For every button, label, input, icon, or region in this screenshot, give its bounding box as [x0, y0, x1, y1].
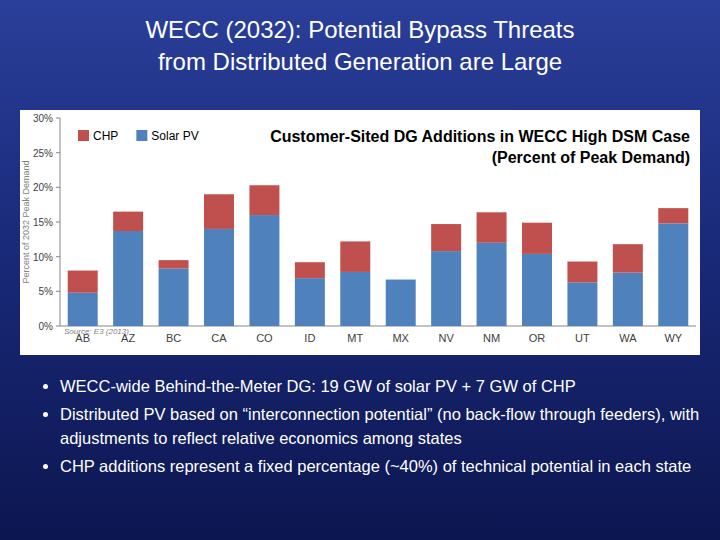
bar-segment [340, 272, 370, 326]
x-tick-label: NV [439, 332, 455, 344]
slide-title: WECC (2032): Potential Bypass Threatsfro… [0, 14, 720, 78]
y-tick-label: 25% [33, 148, 53, 159]
bar-segment [386, 279, 416, 280]
legend-swatch [136, 130, 147, 141]
bullet: WECC-wide Behind-the-Meter DG: 19 GW of … [60, 374, 720, 398]
bar-segment [204, 229, 234, 326]
bar-segment [159, 260, 189, 268]
x-axis [60, 326, 696, 327]
bar-segment [613, 273, 643, 326]
x-tick-label: OR [529, 332, 546, 344]
bar-segment [295, 278, 325, 326]
legend-label: CHP [93, 129, 118, 143]
x-tick-label: MT [347, 332, 363, 344]
bar-segment [249, 215, 279, 326]
x-tick-label: BC [166, 332, 181, 344]
y-tick [56, 256, 60, 257]
bar-segment [295, 262, 325, 278]
x-tick-label: WA [619, 332, 637, 344]
bar-segment [340, 241, 370, 272]
chart-subtitle: (Percent of Peak Demand) [492, 149, 690, 166]
bullet: Distributed PV based on “interconnection… [60, 402, 720, 450]
chart-title: Customer-Sited DG Additions in WECC High… [270, 128, 690, 145]
bar-segment [113, 212, 143, 231]
legend-swatch [78, 130, 89, 141]
chart: 0% 5% 10% 15% 20% 25% 30% Percent of 2032 Peak … [20, 110, 700, 355]
bullet: CHP additions represent a fixed percenta… [60, 454, 720, 478]
bar-segment [522, 254, 552, 326]
title-line: from Distributed Generation are Large [0, 46, 720, 78]
y-label: Percent of 2032 Peak Demand [21, 160, 31, 283]
x-tick-label: NM [483, 332, 500, 344]
x-tick-label: ID [304, 332, 315, 344]
bar-segment [68, 271, 98, 293]
chart-background [20, 110, 700, 355]
y-tick [56, 291, 60, 292]
bar-segment [658, 223, 688, 326]
bar-segment [658, 208, 688, 223]
bar-segment [477, 243, 507, 326]
y-tick [56, 222, 60, 223]
y-tick [56, 118, 60, 119]
bar-segment [431, 251, 461, 326]
y-tick [56, 326, 60, 327]
bar-segment [68, 293, 98, 326]
x-tick-label: WY [664, 332, 682, 344]
bar-segment [204, 194, 234, 229]
y-tick-label: 5% [39, 286, 54, 297]
y-tick-label: 20% [33, 182, 53, 193]
x-tick-label: CA [211, 332, 227, 344]
bar-segment [567, 282, 597, 326]
y-tick [56, 187, 60, 188]
bar-segment [159, 268, 189, 326]
bar-segment [567, 262, 597, 283]
title-line: WECC (2032): Potential Bypass Threats [0, 14, 720, 46]
y-tick-label: 30% [33, 113, 53, 124]
bars [68, 185, 689, 326]
bar-segment [477, 212, 507, 243]
bar-segment [431, 224, 461, 251]
bar-segment [249, 185, 279, 215]
x-tick-label: CO [256, 332, 273, 344]
bar-segment [613, 244, 643, 272]
y-axis [60, 118, 61, 326]
x-tick-label: UT [575, 332, 590, 344]
bullets: WECC-wide Behind-the-Meter DG: 19 GW of … [42, 374, 720, 482]
y-tick-label: 15% [33, 217, 53, 228]
source: Source: E3 (2013) [64, 327, 129, 336]
y-tick-label: 0% [39, 321, 54, 332]
x-tick-label: MX [392, 332, 409, 344]
y-tick [56, 152, 60, 153]
legend-label: Solar PV [151, 129, 198, 143]
bar-segment [522, 223, 552, 254]
bar-segment [386, 280, 416, 326]
bar-segment [113, 231, 143, 326]
y-tick-label: 10% [33, 252, 53, 263]
